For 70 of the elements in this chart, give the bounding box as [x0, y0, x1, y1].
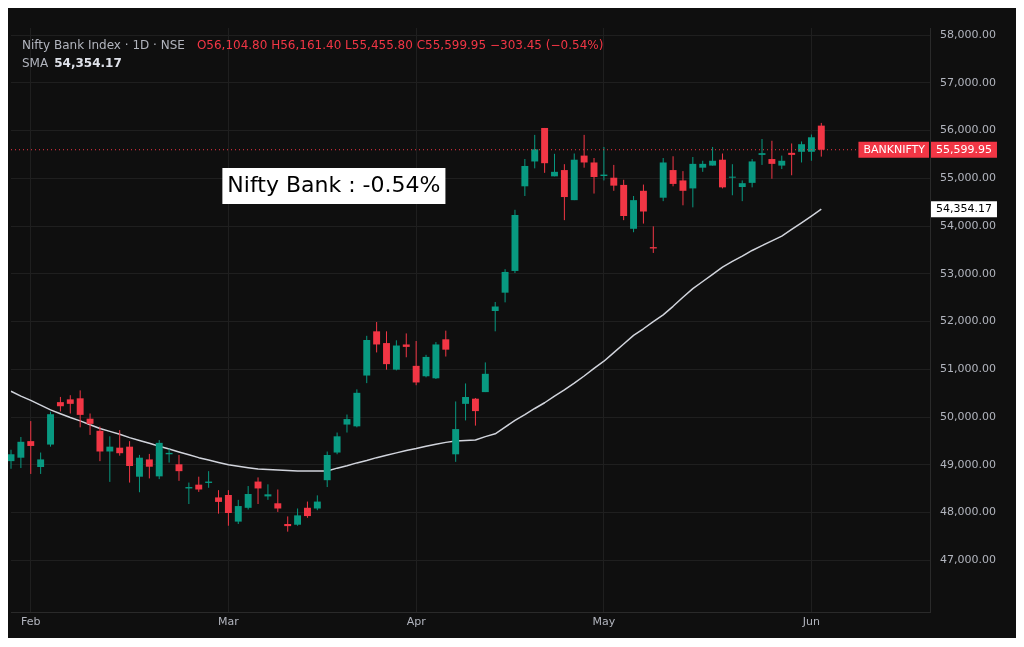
candlestick — [383, 330, 390, 371]
candlestick — [274, 488, 282, 513]
y-tick-label: 47,000.00 — [940, 553, 996, 567]
annotation: 54,354.17 — [54, 56, 122, 70]
candlestick — [521, 158, 529, 197]
candlestick — [116, 429, 124, 457]
candlestick — [501, 268, 509, 303]
y-tick-label: 56,000.00 — [940, 123, 996, 137]
candlestick — [224, 489, 232, 527]
candlestick — [215, 489, 222, 515]
candlestick — [481, 361, 489, 393]
candlestick — [333, 432, 341, 455]
candlestick — [798, 140, 805, 163]
y-tick-label: 52,000.00 — [940, 314, 996, 328]
candlestick — [412, 340, 420, 386]
text: O56,104.80 H56,161.40 L55,455.80 C55,599.95 −303.45 (−0.54%) — [196, 38, 604, 52]
text: 55,599.95 — [936, 142, 992, 156]
candlestick — [610, 164, 618, 192]
candlestick — [807, 134, 815, 162]
x-tick-label: Apr — [406, 615, 427, 629]
candlestick — [244, 485, 252, 510]
candlestick — [590, 157, 598, 195]
y-tick-label: 50,000.00 — [940, 409, 996, 423]
candlestick — [343, 414, 351, 434]
candlestick — [234, 499, 242, 525]
y-tick-label: 48,000.00 — [940, 505, 996, 519]
annotation: Nifty Bank : -0.54% — [227, 171, 441, 197]
candlestick — [126, 440, 134, 484]
x-tick-label: Feb — [21, 615, 41, 629]
candlestick — [669, 155, 677, 187]
text: Nifty Bank Index · 1D · NSE — [22, 38, 185, 52]
text: 54,354.17 — [936, 202, 992, 216]
candlestick — [66, 394, 74, 414]
candlestick — [37, 452, 45, 475]
candlestick — [738, 179, 746, 202]
candlestick — [27, 420, 35, 475]
candlestick — [679, 170, 687, 206]
candlestick — [471, 397, 479, 427]
candlestick — [728, 163, 736, 196]
candlestick — [748, 158, 756, 188]
x-tick-label: Mar — [218, 615, 240, 629]
y-tick-label: 49,000.00 — [940, 457, 996, 471]
candlestick — [86, 412, 94, 436]
candlestick — [402, 332, 410, 358]
text: SMA — [22, 56, 49, 70]
candlestick — [145, 453, 153, 479]
candlestick — [531, 134, 539, 169]
candlestick — [17, 436, 25, 469]
x-tick-label: Jun — [801, 615, 821, 629]
candlestick — [639, 184, 647, 225]
ref-line-label: BANKNIFTY — [863, 142, 926, 156]
y-tick-label: 55,000.00 — [940, 171, 996, 185]
y-tick-label: 51,000.00 — [940, 362, 996, 376]
y-tick-label: 54,000.00 — [940, 218, 996, 232]
candlestick — [442, 330, 450, 358]
candlestick — [284, 515, 292, 533]
candlestick — [709, 146, 717, 167]
candlestick — [491, 301, 499, 332]
y-tick-label: 53,000.00 — [940, 266, 996, 280]
y-tick-label: 58,000.00 — [940, 28, 996, 42]
candlestick — [8, 449, 15, 470]
y-tick-label: 57,000.00 — [940, 75, 996, 89]
candlestick — [76, 389, 84, 428]
candlestick — [136, 454, 143, 493]
x-tick-label: May — [592, 615, 616, 629]
candlestick — [462, 382, 470, 421]
candlestick — [373, 321, 381, 353]
candlestick — [264, 483, 272, 501]
candlestick — [758, 138, 766, 166]
candlestick — [96, 426, 104, 462]
